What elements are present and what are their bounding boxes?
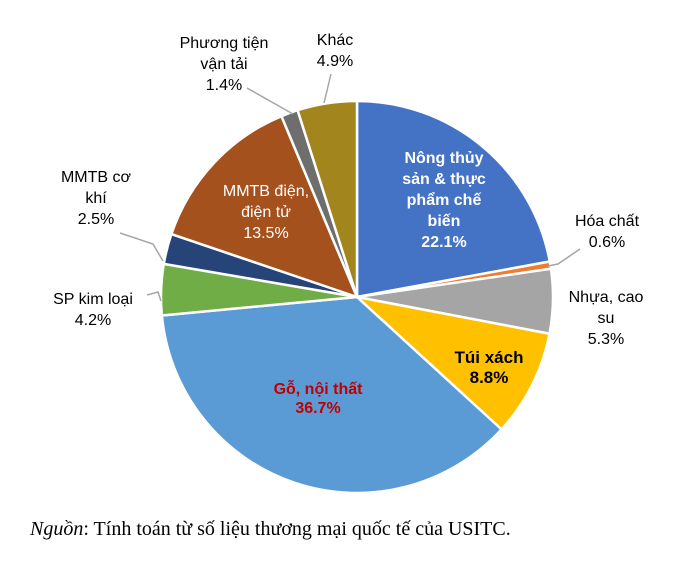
label-sp-kim-loai: SP kim loại 4.2% — [53, 291, 133, 329]
leader-line-mmtb-co-khi — [119, 232, 164, 262]
source-note-text: : Tính toán từ số liệu thương mại quốc t… — [83, 518, 511, 540]
pie-slice-7 — [170, 114, 359, 299]
source-note-prefix: Nguồn — [30, 518, 84, 540]
source-note: Nguồn: Tính toán từ số liệu thương mại q… — [30, 518, 511, 541]
label-mmtb-dien-dien-tu: MMTB điện, điện tử 13.5% — [222, 183, 310, 242]
pie-slice-0 — [355, 99, 552, 299]
label-khac: Khác 4.9% — [316, 32, 354, 70]
label-go-noi-that: Gỗ, nội thất 36.7% — [273, 381, 363, 417]
leader-lines-group — [119, 73, 581, 302]
leader-line-sp-kim-loai — [146, 291, 162, 302]
leader-line-khac — [323, 73, 332, 104]
pie-slice-4 — [160, 295, 503, 495]
leader-line-hoa-chat — [547, 248, 581, 267]
label-phuong-tien-van-tai: Phương tiện vận tải 1.4% — [179, 35, 269, 94]
label-nhua-cao-su: Nhựa, cao su 5.3% — [568, 289, 644, 348]
label-nong-thuy-san: Nông thủy sản & thực phẩm chế biến 22.1% — [402, 150, 486, 251]
label-tui-xach: Túi xách 8.8% — [454, 348, 524, 387]
pie-slice-3 — [355, 295, 551, 431]
leader-line-phuong-tien-van-tai — [246, 87, 294, 115]
label-hoa-chat: Hóa chất 0.6% — [574, 213, 640, 251]
pie-slice-9 — [296, 99, 359, 299]
pie-slices-group — [159, 99, 555, 495]
label-mmtb-co-khi: MMTB cơ khí 2.5% — [60, 169, 132, 228]
